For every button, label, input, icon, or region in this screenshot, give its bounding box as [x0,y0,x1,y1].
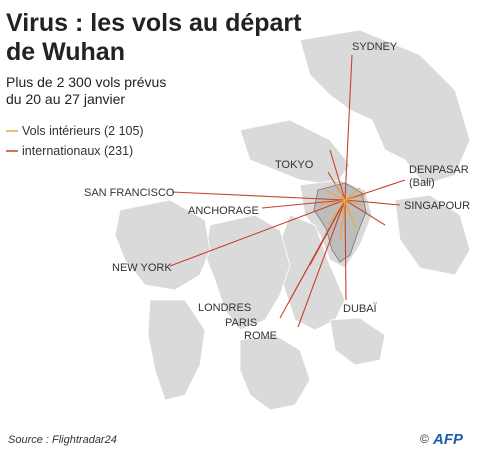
legend-label: Vols intérieurs (2 105) [22,124,144,138]
city-label: LONDRES [198,302,251,314]
title: Virus : les vols au départ [6,9,302,37]
logo: AFP [432,431,464,448]
title: de Wuhan [6,38,125,66]
city-label: TOKYO [275,159,314,171]
city-label: PARIS [225,317,257,329]
source: Source : Flightradar24 [8,434,117,446]
city-label: (Bali) [409,177,435,189]
routes [169,54,406,328]
city-label: NEW YORK [112,262,172,274]
city-label: SAN FRANCISCO [84,187,175,199]
city-label: SINGAPOUR [404,200,470,212]
city-label: SYDNEY [352,41,398,53]
city-label: DUBAÏ [343,303,378,315]
legend-label: internationaux (231) [22,144,133,158]
city-label: DENPASAR [409,164,469,176]
copyright: © [420,432,429,446]
city-label: ANCHORAGE [188,205,259,217]
subtitle: Plus de 2 300 vols prévus [6,74,166,90]
subtitle: du 20 au 27 janvier [6,91,125,107]
city-label: ROME [244,330,277,342]
land [114,29,471,411]
